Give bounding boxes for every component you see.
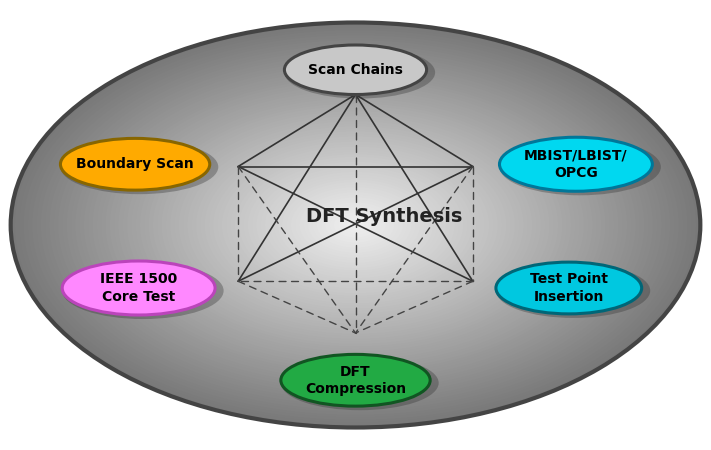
Ellipse shape <box>299 192 412 258</box>
Ellipse shape <box>97 73 614 377</box>
Text: DFT Synthesis: DFT Synthesis <box>306 207 462 225</box>
Ellipse shape <box>192 129 519 321</box>
Ellipse shape <box>257 167 454 283</box>
Ellipse shape <box>88 68 623 382</box>
Ellipse shape <box>239 157 472 293</box>
Ellipse shape <box>243 159 468 291</box>
Ellipse shape <box>230 152 481 298</box>
Ellipse shape <box>114 83 597 367</box>
Text: Scan Chains: Scan Chains <box>308 63 403 77</box>
Ellipse shape <box>201 134 510 316</box>
Ellipse shape <box>304 194 407 256</box>
Ellipse shape <box>15 25 696 425</box>
Ellipse shape <box>500 137 653 191</box>
Text: Test Point
Insertion: Test Point Insertion <box>530 272 608 304</box>
Text: MBIST/LBIST/
OPCG: MBIST/LBIST/ OPCG <box>524 148 628 180</box>
Text: Boundary Scan: Boundary Scan <box>76 157 194 171</box>
Ellipse shape <box>19 27 692 423</box>
Ellipse shape <box>36 38 675 412</box>
Ellipse shape <box>123 88 588 362</box>
Ellipse shape <box>144 101 567 349</box>
Ellipse shape <box>252 164 459 286</box>
Ellipse shape <box>316 202 395 248</box>
Ellipse shape <box>50 45 661 405</box>
Ellipse shape <box>161 111 550 339</box>
Ellipse shape <box>343 217 368 233</box>
Ellipse shape <box>41 40 670 410</box>
Ellipse shape <box>281 355 430 406</box>
Ellipse shape <box>127 91 584 359</box>
Ellipse shape <box>63 262 223 319</box>
Ellipse shape <box>92 71 619 379</box>
Ellipse shape <box>157 108 554 342</box>
Ellipse shape <box>178 121 533 329</box>
Ellipse shape <box>496 264 651 318</box>
Ellipse shape <box>174 119 537 331</box>
Ellipse shape <box>326 207 385 243</box>
Ellipse shape <box>58 50 653 400</box>
Text: DFT
Compression: DFT Compression <box>305 364 406 396</box>
Ellipse shape <box>338 215 373 235</box>
Ellipse shape <box>153 106 558 344</box>
Ellipse shape <box>166 113 545 337</box>
Ellipse shape <box>136 96 575 354</box>
Ellipse shape <box>196 131 515 319</box>
Ellipse shape <box>500 139 661 195</box>
Ellipse shape <box>11 22 700 427</box>
Ellipse shape <box>284 46 435 99</box>
Ellipse shape <box>54 48 657 402</box>
Ellipse shape <box>247 162 464 288</box>
Ellipse shape <box>265 172 446 278</box>
Ellipse shape <box>149 104 562 346</box>
Ellipse shape <box>209 139 502 311</box>
Ellipse shape <box>278 180 433 270</box>
Ellipse shape <box>269 174 442 275</box>
Ellipse shape <box>140 99 571 351</box>
Ellipse shape <box>347 220 364 230</box>
Ellipse shape <box>75 60 636 390</box>
Ellipse shape <box>46 43 665 407</box>
Ellipse shape <box>183 124 528 326</box>
Ellipse shape <box>170 116 541 334</box>
Ellipse shape <box>312 200 399 250</box>
Ellipse shape <box>235 154 476 296</box>
Ellipse shape <box>261 169 450 281</box>
Ellipse shape <box>334 212 377 238</box>
Ellipse shape <box>218 144 493 306</box>
Ellipse shape <box>188 126 523 324</box>
Ellipse shape <box>109 81 602 369</box>
Ellipse shape <box>282 182 429 268</box>
Ellipse shape <box>60 139 210 190</box>
Ellipse shape <box>205 136 506 314</box>
Ellipse shape <box>274 177 437 273</box>
Ellipse shape <box>308 197 403 253</box>
Ellipse shape <box>321 205 390 245</box>
Ellipse shape <box>287 184 424 266</box>
Ellipse shape <box>60 140 218 194</box>
Ellipse shape <box>119 86 592 364</box>
Ellipse shape <box>23 30 688 420</box>
Ellipse shape <box>284 45 427 94</box>
Text: IEEE 1500
Core Test: IEEE 1500 Core Test <box>100 272 177 304</box>
Ellipse shape <box>351 222 360 228</box>
Ellipse shape <box>213 141 498 309</box>
Ellipse shape <box>101 76 610 374</box>
Ellipse shape <box>84 66 627 384</box>
Ellipse shape <box>28 33 683 418</box>
Ellipse shape <box>295 189 416 261</box>
Ellipse shape <box>32 35 679 415</box>
Ellipse shape <box>71 58 640 392</box>
Ellipse shape <box>496 262 642 314</box>
Ellipse shape <box>63 261 215 315</box>
Ellipse shape <box>67 55 644 395</box>
Ellipse shape <box>63 53 648 397</box>
Ellipse shape <box>291 187 420 263</box>
Ellipse shape <box>105 78 606 372</box>
Ellipse shape <box>222 147 489 303</box>
Ellipse shape <box>226 149 485 301</box>
Ellipse shape <box>330 210 381 240</box>
Ellipse shape <box>80 63 631 387</box>
Ellipse shape <box>132 94 579 357</box>
Ellipse shape <box>281 356 439 410</box>
